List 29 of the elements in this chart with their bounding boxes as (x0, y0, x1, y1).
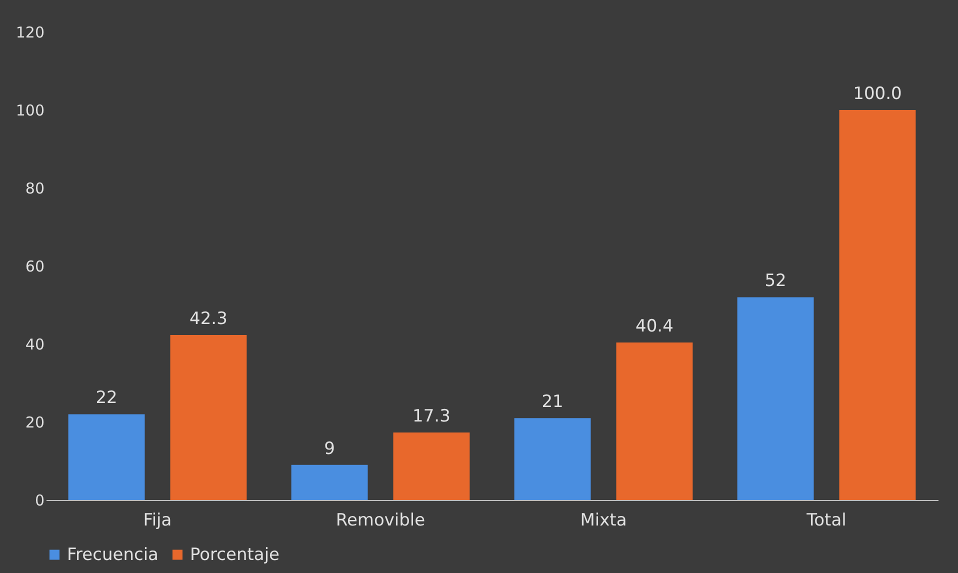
y-tick-label: 120 (16, 24, 44, 42)
x-tick-label: Fija (143, 510, 172, 530)
bar (68, 414, 145, 500)
x-tick-label: Mixta (580, 510, 627, 530)
y-tick-label: 100 (16, 102, 44, 120)
bar (737, 297, 814, 500)
legend-label: Frecuencia (67, 544, 158, 565)
data-label: 52 (764, 271, 786, 292)
data-label: 100.0 (853, 84, 902, 104)
y-tick-label: 80 (25, 180, 44, 198)
bar (393, 432, 470, 500)
legend-label: Porcentaje (190, 544, 280, 565)
data-label: 22 (96, 388, 118, 408)
bar (616, 342, 693, 500)
data-label: 42.3 (190, 309, 228, 330)
y-tick-label: 40 (25, 336, 44, 354)
bar (170, 335, 247, 500)
data-label: 9 (324, 438, 335, 459)
y-tick-label: 20 (25, 414, 44, 432)
x-tick-label: Total (806, 510, 846, 530)
bar (514, 418, 591, 500)
data-label: 21 (542, 392, 564, 412)
data-label: 17.3 (412, 406, 450, 427)
bar (839, 110, 916, 500)
x-tick-label: Removible (336, 510, 426, 530)
y-tick-label: 0 (34, 492, 44, 510)
y-tick-label: 60 (25, 258, 44, 276)
bar (291, 464, 368, 500)
data-label: 40.4 (636, 316, 674, 336)
